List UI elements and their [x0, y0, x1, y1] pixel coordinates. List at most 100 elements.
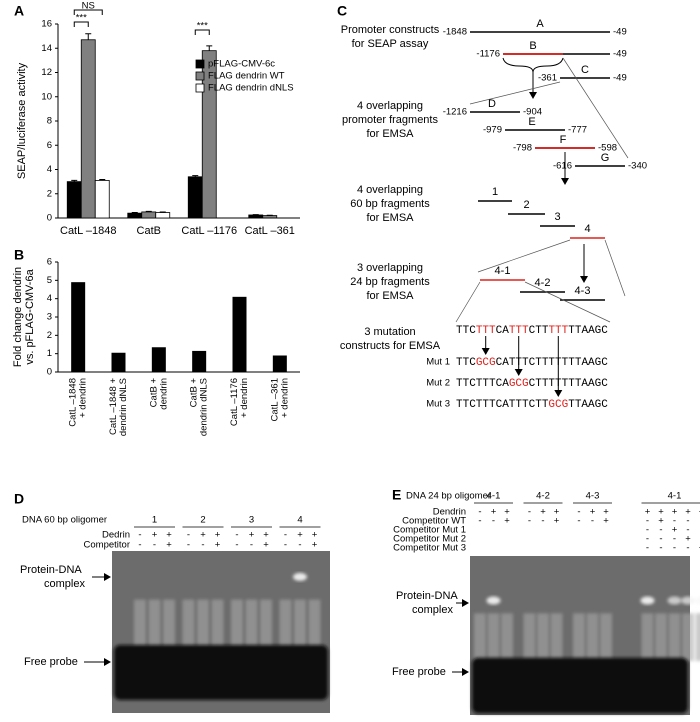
y-tick-label: 14 — [41, 43, 52, 54]
fragment-end: -777 — [568, 125, 587, 136]
x-tick-label: dendrin dNLS — [199, 378, 210, 436]
y-tick-label: 12 — [41, 67, 52, 78]
lane-group-label: 2 — [200, 515, 205, 526]
smear — [537, 613, 549, 661]
sign: - — [646, 534, 649, 545]
bar — [80, 39, 96, 219]
smear — [211, 599, 224, 649]
heading: for EMSA — [366, 212, 414, 224]
sign: + — [312, 540, 318, 551]
construct-start: -1848 — [443, 27, 467, 38]
significance-bracket — [194, 29, 210, 35]
sequence: TTCTTTCATTTCTTGCGTTAAGC — [456, 399, 608, 411]
sequence-part: CTTTTTTTAAGC — [529, 378, 609, 390]
bar — [262, 215, 278, 219]
significance-label: NS — [82, 1, 95, 12]
y-tick-label: 8 — [47, 116, 52, 127]
row-label: Competitor Mut 3 — [393, 543, 466, 554]
y-axis-label: SEAP/luciferase activity — [16, 62, 28, 179]
bar — [192, 350, 207, 372]
significance-bracket — [73, 21, 89, 27]
sign: - — [138, 540, 141, 551]
smear — [231, 599, 243, 649]
x-tick-label: CatB + — [148, 378, 159, 408]
smear — [523, 613, 536, 661]
complex-label: Protein-DNA — [396, 590, 458, 602]
sign: - — [673, 543, 676, 554]
panel-letter: C — [337, 3, 347, 19]
x-tick-label: + dendrin — [279, 378, 290, 418]
sign: - — [646, 516, 649, 527]
sign: + — [200, 530, 206, 541]
sign: - — [673, 534, 676, 545]
x-tick-label: CatL –1848 — [60, 225, 116, 237]
sequence: TTCTTTCAGCGCTTTTTTTAAGC — [456, 378, 608, 390]
sign: + — [672, 525, 678, 536]
sequence-part: TTT — [509, 325, 529, 337]
sign: + — [540, 507, 546, 518]
fragment-name: G — [601, 152, 610, 164]
heading: 4 overlapping — [357, 184, 423, 196]
sequence-part: TTC — [456, 357, 476, 369]
sign: - — [686, 525, 689, 536]
legend-swatch — [195, 83, 205, 93]
sign: - — [153, 540, 156, 551]
smear — [668, 613, 681, 661]
mutant-name: Mut 1 — [426, 357, 450, 368]
guide-line — [604, 239, 626, 297]
lane-group-label: 4-3 — [586, 491, 600, 502]
x-tick-label: CatB + — [189, 378, 200, 408]
sign: - — [591, 516, 594, 527]
guide-line — [477, 239, 571, 273]
heading: for EMSA — [366, 290, 414, 302]
fragment-start: -798 — [513, 143, 532, 154]
sequence-part: CATTTCTTTTTTTAAGC — [496, 357, 609, 369]
fragment-end: -598 — [598, 143, 617, 154]
smear — [260, 599, 272, 649]
sign: - — [686, 516, 689, 527]
significance-label: *** — [76, 13, 87, 24]
y-tick-label: 10 — [41, 91, 52, 102]
smear — [474, 613, 486, 661]
sequence-part: GCG — [476, 357, 496, 369]
smear — [573, 613, 585, 661]
y-tick-label: 0 — [47, 367, 52, 378]
oligo-name: 3 — [554, 211, 560, 223]
smear — [586, 613, 599, 661]
lane-group-label: 4-1 — [668, 491, 682, 502]
sequence-part: TTC — [456, 325, 476, 337]
sign: + — [504, 507, 510, 518]
fragment-start: -979 — [483, 125, 502, 136]
guide-line — [562, 57, 629, 159]
y-tick-label: 3 — [47, 312, 52, 323]
fragment-name: F — [560, 134, 567, 146]
mutant-name: Mut 3 — [426, 399, 450, 410]
error-bar — [145, 210, 152, 212]
sign: + — [491, 507, 497, 518]
smear — [294, 599, 306, 649]
smear — [163, 599, 175, 649]
gel-title: DNA 60 bp oligomer — [22, 515, 107, 526]
lane-group-label: 1 — [152, 515, 157, 526]
smear — [148, 599, 161, 649]
construct-name: A — [536, 18, 544, 30]
complex-band — [694, 596, 700, 605]
sign: - — [284, 530, 287, 541]
bar — [232, 296, 247, 372]
sign: + — [645, 507, 651, 518]
sign: + — [672, 507, 678, 518]
lane-group-label: 4 — [297, 515, 302, 526]
sign: - — [235, 540, 238, 551]
lane-group-label: 3 — [249, 515, 254, 526]
panel-letter: D — [14, 491, 24, 507]
sign: - — [659, 543, 662, 554]
smear — [695, 613, 700, 661]
sign: - — [235, 530, 238, 541]
heading: constructs for EMSA — [340, 340, 441, 352]
error-bar — [85, 33, 92, 40]
lane-group-label: 4-1 — [487, 491, 501, 502]
x-tick-label: dendrin — [158, 378, 169, 410]
bar — [151, 347, 166, 372]
sequence-part: GCG — [548, 399, 568, 411]
